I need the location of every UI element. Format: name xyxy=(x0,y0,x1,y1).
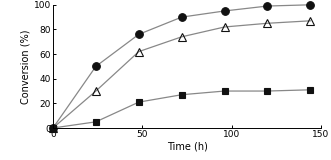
X-axis label: Time (h): Time (h) xyxy=(166,142,208,152)
Y-axis label: Conversion (%): Conversion (%) xyxy=(21,29,31,104)
